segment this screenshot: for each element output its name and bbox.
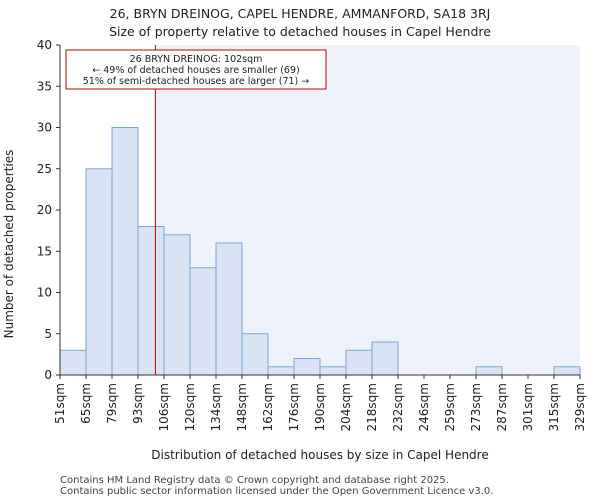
bar-204sqm (345, 349, 373, 376)
bar-79sqm (111, 127, 139, 376)
y-tick-label: 0 (44, 368, 52, 382)
x-tick-label: 93sqm (131, 383, 145, 424)
bar-106sqm (163, 234, 191, 376)
plot-area: 0 5 10 15 20 25 30 35 40 51sqm 65sqm 79sqm 93sqm 106… (37, 38, 587, 431)
annotation-line-1: 26 BRYN DREINOG: 102sqm (130, 54, 263, 65)
x-axis-ticks: 51sqm 65sqm 79sqm 93sqm 106sqm 120sqm 134sqm 14… (53, 375, 587, 431)
x-tick-label: 79sqm (105, 383, 119, 424)
annotation-border (65, 49, 327, 90)
bar-190sqm (319, 366, 347, 376)
bars-group (59, 127, 581, 376)
y-tick-label: 35 (37, 79, 52, 93)
bar-148sqm (241, 333, 269, 376)
x-tick-label: 65sqm (79, 383, 93, 424)
bar-93sqm (137, 226, 165, 376)
footer-line-2: Contains public sector information licen… (60, 486, 493, 497)
x-tick-label: 218sqm (365, 383, 379, 431)
bar-176sqm (293, 358, 321, 376)
x-tick-label: 232sqm (391, 383, 405, 431)
bar-315sqm (553, 366, 581, 376)
y-tick-label: 5 (44, 327, 52, 341)
y-tick-label: 20 (37, 203, 52, 217)
chart-subtitle: Size of property relative to detached ho… (109, 24, 491, 39)
bar-120sqm (189, 267, 217, 376)
x-tick-label: 51sqm (53, 383, 67, 424)
bar-134sqm (215, 242, 243, 376)
y-tick-label: 10 (37, 286, 52, 300)
bar-65sqm (85, 168, 113, 376)
bar-51sqm (59, 349, 87, 376)
chart-title: 26, BRYN DREINOG, CAPEL HENDRE, AMMANFOR… (110, 6, 491, 21)
x-tick-label: 190sqm (313, 383, 327, 431)
x-tick-label: 204sqm (339, 383, 353, 431)
y-tick-label: 40 (37, 38, 52, 52)
annotation-line-2: ← 49% of detached houses are smaller (69… (92, 65, 299, 76)
bar-273sqm (475, 366, 503, 376)
footer-line-1: Contains HM Land Registry data © Crown c… (60, 475, 449, 486)
x-tick-label: 106sqm (157, 383, 171, 431)
x-axis-label: Distribution of detached houses by size … (151, 448, 488, 462)
x-tick-label: 259sqm (443, 383, 457, 431)
x-tick-label: 162sqm (261, 383, 275, 431)
x-tick-label: 273sqm (469, 383, 483, 431)
x-tick-label: 134sqm (209, 383, 223, 431)
y-tick-label: 15 (37, 244, 52, 258)
x-tick-label: 120sqm (183, 383, 197, 431)
x-tick-label: 287sqm (495, 383, 509, 431)
bar-162sqm (267, 366, 295, 376)
x-tick-label: 176sqm (287, 383, 301, 431)
annotation-box: 26 BRYN DREINOG: 102sqm ← 49% of detache… (65, 49, 327, 90)
annotation-line-3: 51% of semi-detached houses are larger (… (83, 76, 310, 87)
x-tick-label: 246sqm (417, 383, 431, 431)
x-tick-label: 148sqm (235, 383, 249, 431)
bar-218sqm (371, 341, 399, 376)
y-axis-label: Number of detached properties (2, 150, 16, 339)
y-tick-label: 25 (37, 162, 52, 176)
x-tick-label: 329sqm (573, 383, 587, 431)
x-tick-label: 301sqm (521, 383, 535, 431)
y-axis-ticks: 0 5 10 15 20 25 30 35 40 (37, 38, 60, 382)
y-tick-label: 30 (37, 121, 52, 135)
x-tick-label: 315sqm (547, 383, 561, 431)
